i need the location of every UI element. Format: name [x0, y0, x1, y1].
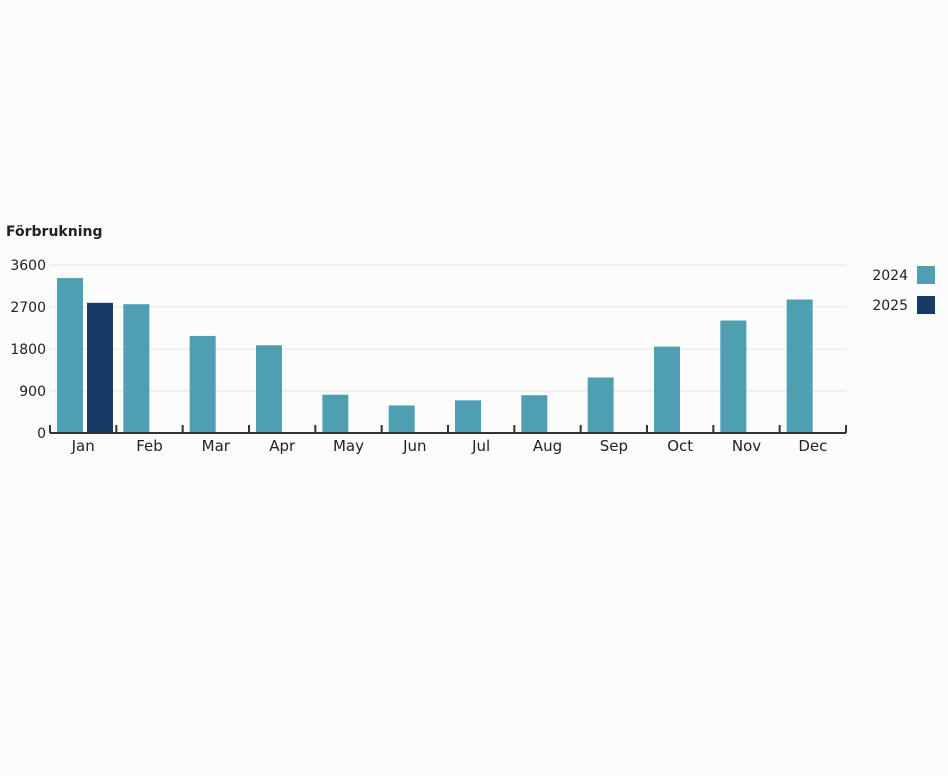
y-tick-label: 3600	[10, 258, 46, 274]
x-tick-label: Mar	[202, 437, 231, 455]
bar-2024-feb	[123, 304, 150, 433]
bar-2024-jun	[388, 405, 415, 433]
x-tick-label: Aug	[533, 437, 562, 455]
bar-2024-jan	[57, 278, 83, 433]
x-tick-label: Jan	[71, 437, 95, 455]
gridlines	[50, 264, 846, 392]
bar-2025-jan	[87, 302, 113, 433]
x-tick-label: Sep	[600, 437, 628, 455]
legend-swatch	[917, 296, 935, 314]
y-tick-label: 0	[37, 426, 46, 442]
x-tick-label: Jun	[402, 437, 426, 455]
x-tick-label: Jul	[471, 437, 490, 455]
x-tick-label: May	[333, 437, 364, 455]
y-axis-label: Förbrukning	[6, 224, 102, 240]
bar-2024-sep	[587, 377, 614, 433]
x-tick-label: Dec	[798, 437, 827, 455]
legend-label: 2024	[872, 268, 908, 284]
y-tick-label: 2700	[10, 300, 46, 316]
bar-2024-jul	[455, 400, 481, 433]
legend-swatch	[917, 266, 935, 284]
y-tick-label: 1800	[10, 342, 46, 358]
bar-2024-dec	[786, 299, 813, 433]
bar-2024-mar	[189, 335, 216, 433]
x-tick-label: Nov	[732, 437, 761, 455]
bar-2024-may	[322, 394, 349, 433]
bar-2024-aug	[521, 395, 548, 433]
x-tick-label: Feb	[136, 437, 163, 455]
legend-label: 2025	[872, 298, 908, 314]
bar-2024-apr	[256, 345, 282, 433]
bar-2024-nov	[720, 320, 747, 433]
x-tick-label: Apr	[269, 437, 296, 455]
x-tick-label: Oct	[667, 437, 693, 455]
bar-2024-oct	[654, 346, 680, 433]
legend: 2024 2025	[872, 266, 935, 314]
y-tick-label: 900	[19, 384, 46, 400]
x-axis: Jan Feb Mar Apr May Jun Jul Aug Sep Oct Nov Dec	[49, 425, 847, 455]
bars	[57, 278, 813, 433]
y-axis-ticks: 0 900 1800 2700 3600	[10, 258, 46, 442]
